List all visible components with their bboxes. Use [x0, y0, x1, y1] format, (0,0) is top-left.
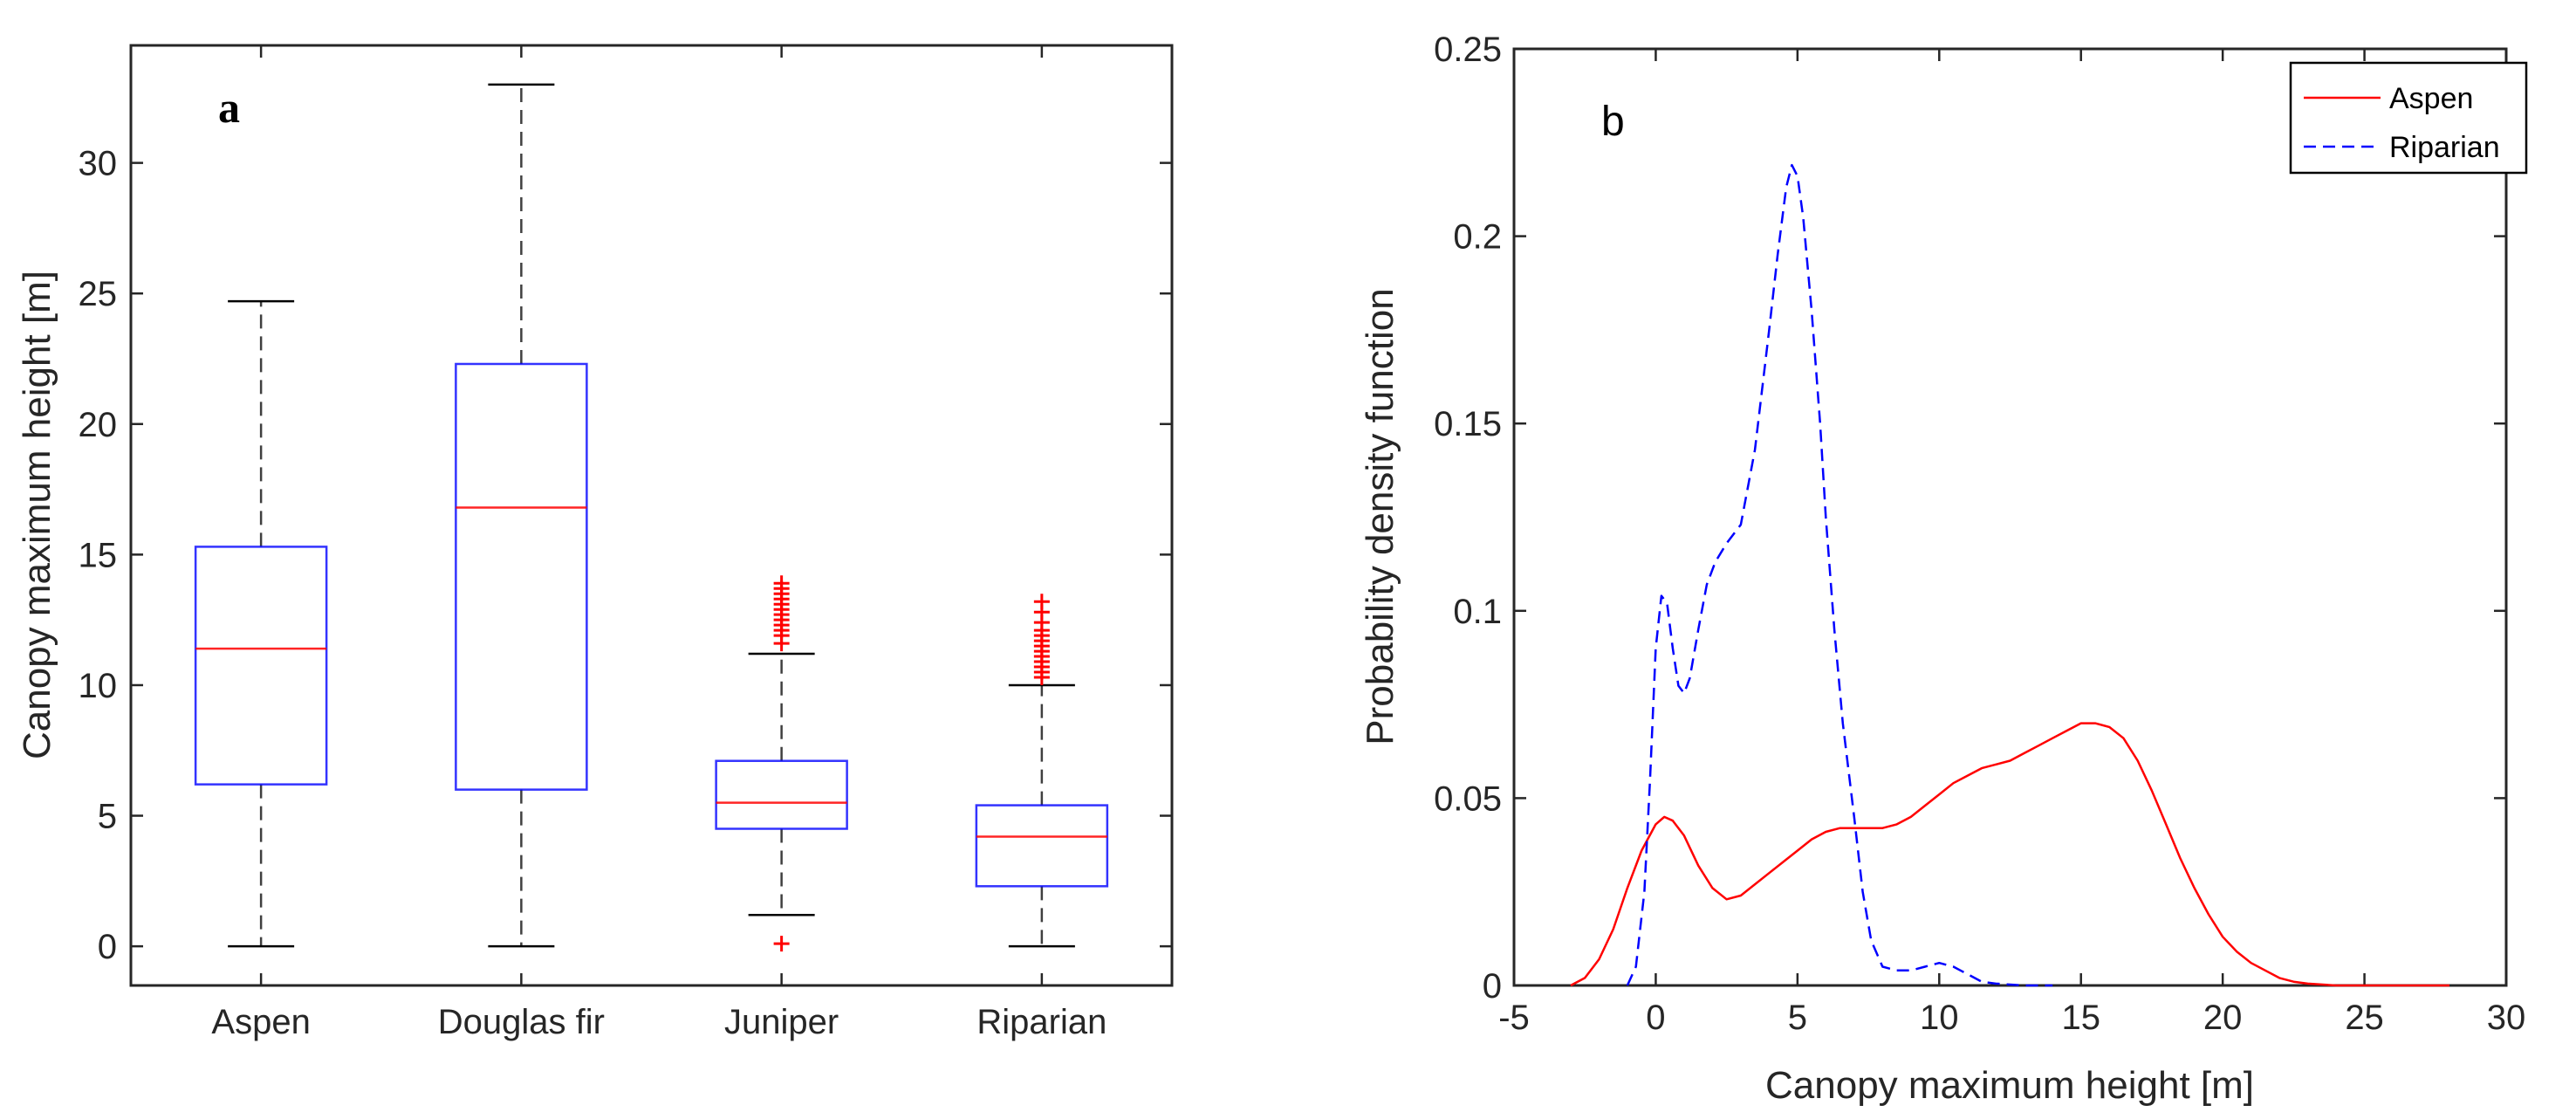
panel-a-ticks: 0 5 10 15 20 25 30 Aspen Douglas fir Juniper Ripar…	[79, 45, 1172, 1041]
x-tick-label: 5	[1788, 999, 1807, 1037]
x-tick-label: 0	[1646, 999, 1665, 1037]
panel-a-label: a	[218, 83, 240, 132]
legend-aspen-label: Aspen	[2389, 82, 2473, 115]
x-tick-label: Douglas fir	[438, 1003, 605, 1041]
series-line-riparian	[1626, 163, 2053, 987]
y-tick-label: 10	[79, 667, 118, 705]
panel-a-boxplot: 0 5 10 15 20 25 30 Aspen Douglas fir Juniper Ripar…	[16, 44, 1174, 1041]
panel-b-y-axis-title: Probability density function	[1359, 288, 1401, 745]
box-iqr	[194, 546, 328, 786]
panel-b-x-axis-title: Canopy maximum height [m]	[1765, 1064, 2254, 1107]
y-tick-label: 15	[79, 536, 118, 574]
x-tick-label: Juniper	[724, 1003, 839, 1041]
y-tick-label: 20	[79, 406, 118, 444]
panel-b-legend: Aspen Riparian	[2289, 61, 2528, 175]
x-tick-label: 15	[2061, 999, 2100, 1037]
y-tick-label: 0.25	[1434, 31, 1502, 69]
legend-box	[2289, 61, 2528, 175]
box-iqr	[455, 362, 588, 791]
x-tick-label: 30	[2487, 999, 2526, 1037]
outlier-point	[773, 936, 790, 952]
panel-b-plot-frame	[1512, 47, 2508, 987]
y-tick-label: 25	[79, 275, 118, 313]
x-tick-label: 20	[2203, 999, 2243, 1037]
panel-b-lines	[1570, 163, 2449, 987]
y-tick-label: 0.15	[1434, 405, 1502, 443]
outlier-point	[773, 575, 790, 592]
panel-a-boxes	[194, 83, 1109, 952]
y-tick-label: 0.05	[1434, 779, 1502, 818]
x-tick-label: -5	[1498, 999, 1530, 1037]
x-tick-label: 10	[1920, 999, 1959, 1037]
box-iqr	[715, 759, 848, 830]
y-tick-label: 5	[98, 798, 117, 836]
y-tick-label: 0.1	[1453, 593, 1502, 631]
panel-a-plot-frame	[129, 44, 1174, 987]
panel-b-label: b	[1601, 99, 1625, 145]
box-iqr	[975, 804, 1109, 888]
y-tick-label: 0	[98, 928, 117, 966]
y-tick-label: 0	[1483, 967, 1502, 1006]
series-line-aspen	[1570, 722, 2449, 987]
panel-a-y-axis-title: Canopy maximum height [m]	[16, 271, 58, 759]
x-tick-label: 25	[2345, 999, 2384, 1037]
x-tick-label: Aspen	[211, 1003, 310, 1041]
legend-riparian-label: Riparian	[2389, 131, 2500, 164]
outlier-point	[1033, 594, 1050, 610]
x-tick-label: Riparian	[976, 1003, 1106, 1041]
y-tick-label: 0.2	[1453, 218, 1502, 257]
y-tick-label: 30	[79, 145, 118, 183]
